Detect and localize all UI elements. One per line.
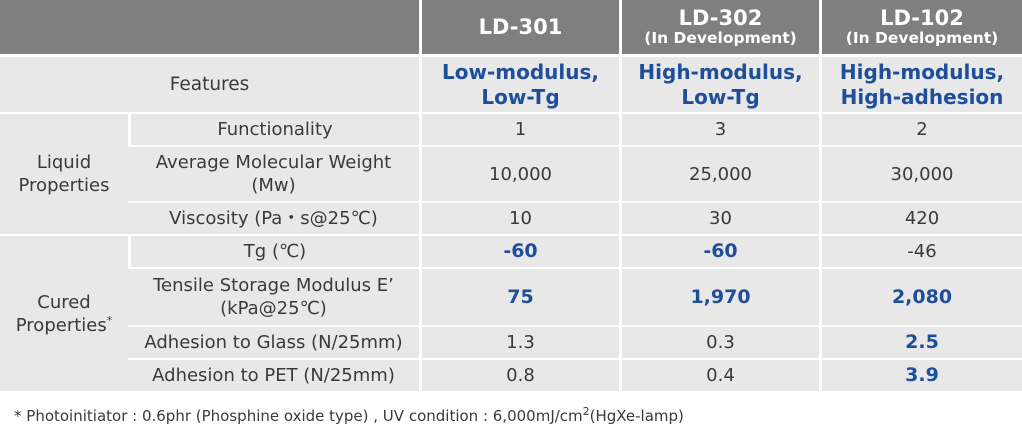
cell-value: 1.3 <box>419 327 619 360</box>
feature-value: High-modulus, Low-Tg <box>619 57 819 114</box>
row-label: Tg (℃) <box>128 236 419 269</box>
cell-value: 30 <box>619 203 819 236</box>
features-row: Features Low-modulus, Low-Tg High-modulus… <box>0 57 1022 114</box>
table-row: Cured Properties* Tg (℃) -60 -60 -46 <box>0 236 1022 393</box>
row-label: Adhesion to PET (N/25mm) <box>128 360 419 393</box>
table-row: Adhesion to Glass (N/25mm) 1.3 0.3 2.5 <box>0 327 1022 360</box>
product-name: LD-301 <box>478 15 563 39</box>
product-status: (In Development) <box>845 29 999 47</box>
cell-value: 10,000 <box>419 147 619 203</box>
row-label: Adhesion to Glass (N/25mm) <box>128 327 419 360</box>
cell-value: 2,080 <box>819 269 1022 327</box>
cell-value: 3 <box>619 114 819 147</box>
cell-value: 0.3 <box>619 327 819 360</box>
header-row: LD-301 LD-302 (In Development) LD-102 (I… <box>0 0 1022 57</box>
cell-value: 0.4 <box>619 360 819 393</box>
footnote: * Photoinitiator : 0.6phr (Phosphine oxi… <box>14 405 684 425</box>
features-label: Features <box>0 57 419 114</box>
header-blank <box>0 0 419 57</box>
feature-value: Low-modulus, Low-Tg <box>419 57 619 114</box>
cell-value: 0.8 <box>419 360 619 393</box>
properties-table: LD-301 LD-302 (In Development) LD-102 (I… <box>0 0 1022 393</box>
row-label: Tensile Storage Modulus E’ (kPa@25℃) <box>128 269 419 327</box>
table-row: Adhesion to PET (N/25mm) 0.8 0.4 3.9 <box>0 360 1022 393</box>
cell-value: 10 <box>419 203 619 236</box>
cell-value: 25,000 <box>619 147 819 203</box>
row-label: Viscosity (Pa・s@25℃) <box>128 203 419 236</box>
header-ld-301: LD-301 <box>419 0 619 57</box>
liquid-properties-group: Liquid Properties <box>0 114 128 236</box>
header-ld-102: LD-102 (In Development) <box>819 0 1022 57</box>
table-row: Liquid Properties Functionality 1 3 2 <box>0 114 1022 236</box>
cell-value: 1,970 <box>619 269 819 327</box>
cell-value: -60 <box>419 236 619 269</box>
row-label: Average Molecular Weight (Mw) <box>128 147 419 203</box>
cell-value: 3.9 <box>819 360 1022 393</box>
cell-value: 75 <box>419 269 619 327</box>
product-name: LD-102 <box>880 6 964 30</box>
cell-value: 2 <box>819 114 1022 147</box>
feature-value: High-modulus, High-adhesion <box>819 57 1022 114</box>
product-status: (In Development) <box>644 29 797 47</box>
row-label: Functionality <box>128 114 419 147</box>
table-row: Average Molecular Weight (Mw) 10,000 25,0… <box>0 147 1022 203</box>
cured-properties-group: Cured Properties* <box>0 236 128 393</box>
product-name: LD-302 <box>678 6 763 30</box>
header-ld-302: LD-302 (In Development) <box>619 0 819 57</box>
cell-value: 420 <box>819 203 1022 236</box>
cell-value: 2.5 <box>819 327 1022 360</box>
cell-value: -46 <box>819 236 1022 269</box>
table-row: Tensile Storage Modulus E’ (kPa@25℃) 75 1… <box>0 269 1022 327</box>
cell-value: -60 <box>619 236 819 269</box>
table-row: Viscosity (Pa・s@25℃) 10 30 420 <box>0 203 1022 236</box>
cell-value: 1 <box>419 114 619 147</box>
cell-value: 30,000 <box>819 147 1022 203</box>
